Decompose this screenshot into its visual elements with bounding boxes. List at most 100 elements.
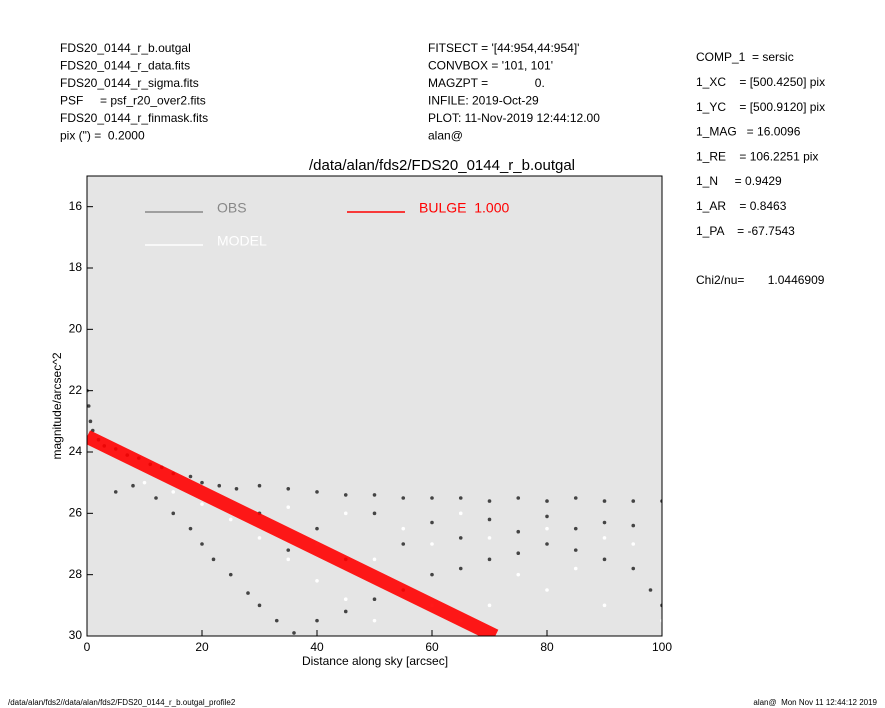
point <box>286 487 291 491</box>
header-left-line: FDS20_0144_r_finmask.fits <box>60 111 208 125</box>
point <box>545 526 549 531</box>
point <box>113 490 118 494</box>
point <box>200 502 204 506</box>
point <box>545 542 549 546</box>
x-tick-label: 20 <box>195 640 209 654</box>
header-mid-line: alan@ <box>428 129 463 143</box>
point <box>430 542 434 546</box>
point <box>458 566 463 571</box>
param-line: 1_AR = 0.8463 <box>696 199 787 213</box>
y-tick-label: 28 <box>69 567 83 581</box>
point <box>631 523 636 528</box>
point <box>648 588 653 592</box>
legend-label: MODEL <box>217 233 267 249</box>
point <box>401 542 406 546</box>
y-tick-label: 22 <box>69 383 83 397</box>
point <box>286 505 291 510</box>
param-line: 1_YC = [500.9120] pix <box>696 100 825 114</box>
point <box>257 483 262 488</box>
point <box>602 557 607 562</box>
point <box>430 572 434 577</box>
point <box>631 499 636 503</box>
point <box>200 542 204 546</box>
point <box>401 496 406 500</box>
point <box>487 499 492 503</box>
point <box>372 618 377 623</box>
point <box>343 493 348 497</box>
point <box>246 591 250 595</box>
point <box>458 536 463 540</box>
point <box>573 496 578 500</box>
point <box>602 536 607 540</box>
point <box>257 603 262 608</box>
x-tick-label: 60 <box>425 640 439 654</box>
x-tick-label: 80 <box>540 640 554 654</box>
legend-label: BULGE 1.000 <box>419 200 509 216</box>
point <box>228 517 233 522</box>
point <box>602 499 607 503</box>
point <box>228 572 233 577</box>
point <box>343 511 348 516</box>
point <box>188 526 193 531</box>
y-tick-label: 20 <box>69 322 83 336</box>
point <box>458 511 463 516</box>
point <box>315 618 319 623</box>
header-mid-line: PLOT: 11-Nov-2019 12:44:12.00 <box>428 111 600 125</box>
param-line: 1_MAG = 16.0096 <box>696 125 801 139</box>
header-mid-line: CONVBOX = '101, 101' <box>428 59 553 73</box>
y-tick-label: 30 <box>69 628 83 642</box>
chart-title: /data/alan/fds2/FDS20_0144_r_b.outgal <box>309 157 575 174</box>
point <box>516 572 521 577</box>
point <box>516 529 521 534</box>
point <box>458 496 463 500</box>
x-axis-label: Distance along sky [arcsec] <box>302 654 448 668</box>
point <box>487 536 492 540</box>
point <box>88 419 93 424</box>
point <box>343 597 348 601</box>
point <box>171 511 176 516</box>
point <box>631 566 636 571</box>
point <box>516 496 521 500</box>
point <box>315 490 319 494</box>
point <box>372 557 377 562</box>
param-line: 1_N = 0.9429 <box>696 174 782 188</box>
point <box>573 548 578 552</box>
point <box>487 603 492 608</box>
point <box>545 514 549 519</box>
param-line: 1_PA = -67.7543 <box>696 224 795 238</box>
point <box>487 517 492 522</box>
footer-right: alan@ Mon Nov 11 12:44:12 2019 <box>753 698 877 707</box>
point <box>573 566 578 571</box>
plot-frame <box>86 175 663 637</box>
point <box>217 483 222 488</box>
point <box>87 404 91 408</box>
y-tick-label: 24 <box>69 444 83 458</box>
header-mid-line: INFILE: 2019-Oct-29 <box>428 94 539 108</box>
chi2: Chi2/nu= 1.0446909 <box>696 273 825 287</box>
x-tick-label: 100 <box>652 640 672 654</box>
header-left-line: PSF = psf_r20_over2.fits <box>60 94 206 108</box>
bulge-line <box>87 430 499 636</box>
point <box>430 496 434 500</box>
header-mid-line: MAGZPT = 0. <box>428 76 545 90</box>
point <box>142 480 147 485</box>
point <box>274 618 279 623</box>
point <box>372 597 377 601</box>
point <box>372 511 377 516</box>
point <box>401 526 406 531</box>
x-tick-label: 0 <box>84 640 91 654</box>
legend-label: OBS <box>217 200 247 216</box>
point <box>372 493 377 497</box>
param-line: 1_RE = 106.2251 pix <box>696 149 818 163</box>
point <box>545 588 549 592</box>
header-left-line: pix (") = 0.2000 <box>60 129 145 143</box>
point <box>315 579 319 583</box>
point <box>487 557 492 562</box>
point <box>211 557 216 562</box>
point <box>631 542 636 546</box>
y-tick-label: 26 <box>69 506 83 520</box>
point <box>286 548 291 552</box>
point <box>257 536 262 540</box>
point <box>516 551 521 555</box>
